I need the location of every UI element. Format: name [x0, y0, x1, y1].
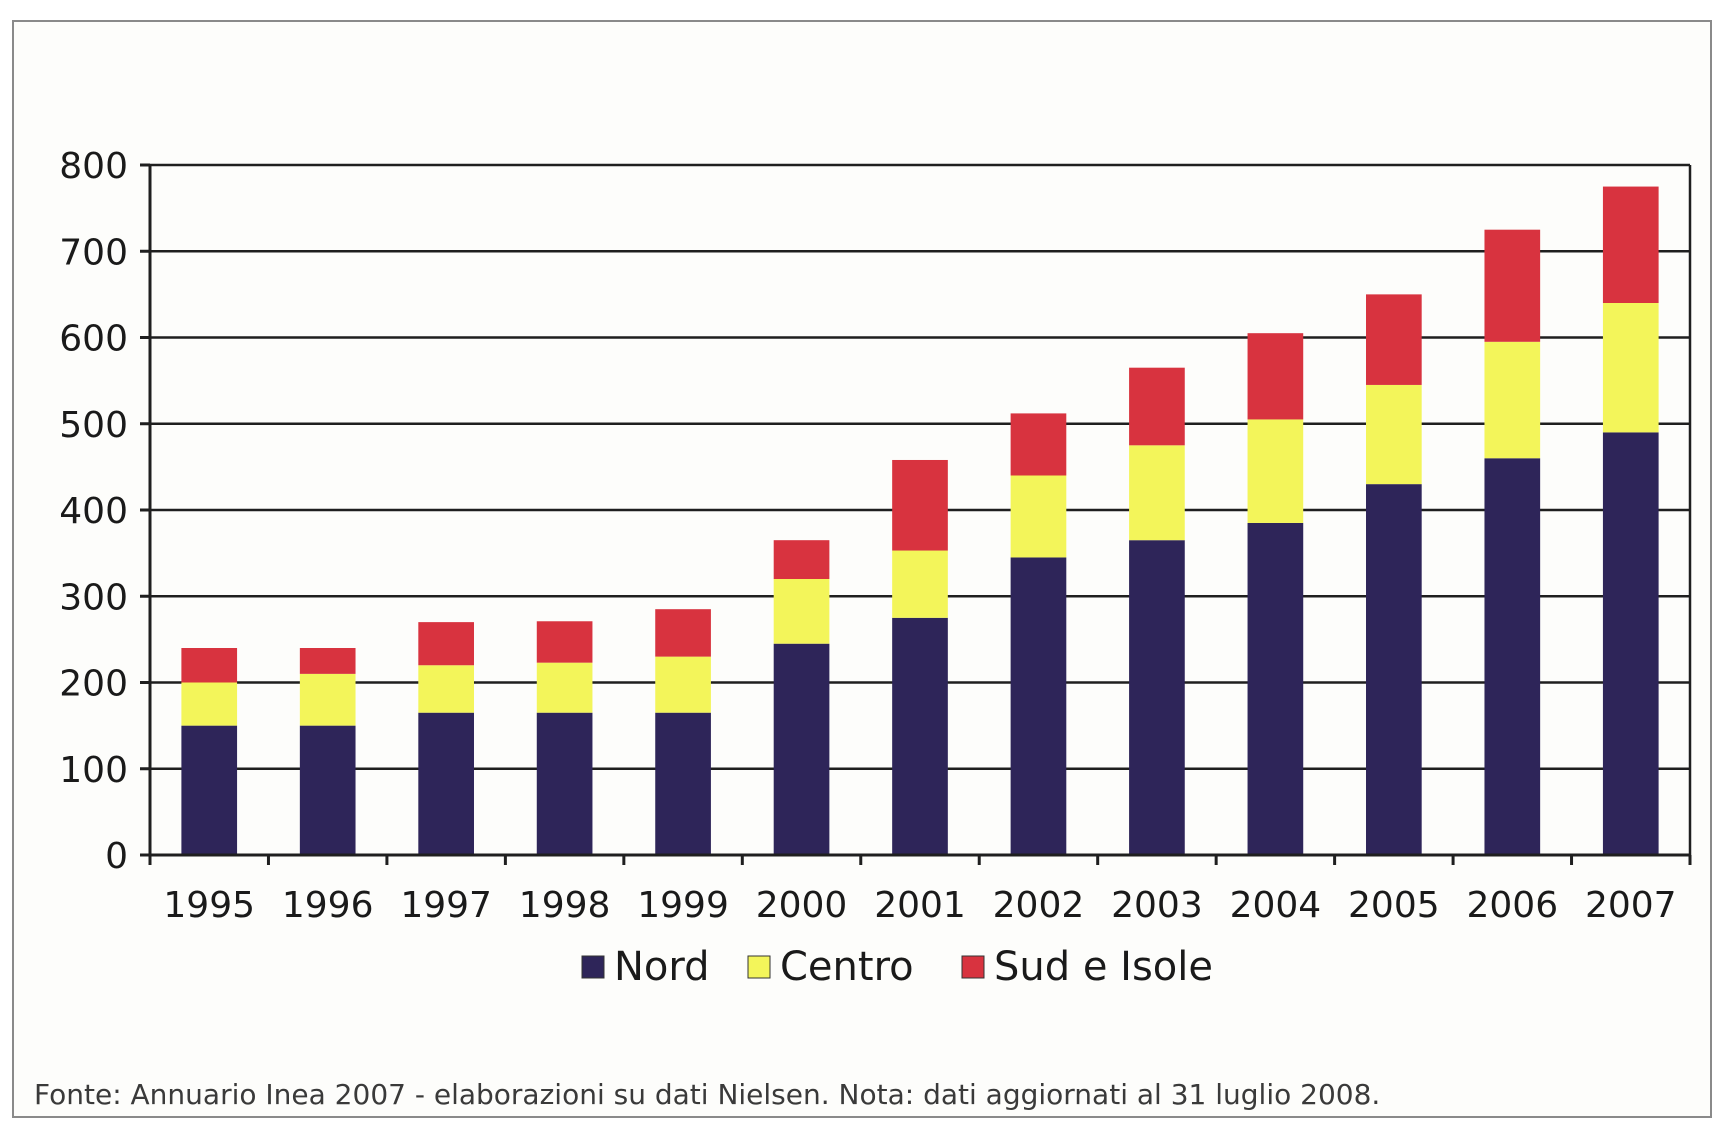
legend-swatch-nord: [581, 955, 605, 979]
axes: [140, 163, 1692, 865]
bar-nord-1998: [536, 712, 593, 855]
bar-centro-1998: [536, 662, 593, 713]
bar-centro-2004: [1247, 419, 1304, 523]
bar-nord-1996: [299, 725, 356, 855]
y-tick-label: 400: [59, 491, 128, 532]
bar-sud-e-isole-2000: [773, 540, 830, 579]
x-tick-label: 1997: [400, 885, 492, 926]
bar-sud-e-isole-2006: [1484, 229, 1541, 342]
legend: Nord Centro Sud e Isole: [581, 944, 1213, 990]
y-tick-label: 300: [59, 577, 128, 618]
legend-swatch-sud-e-isole: [961, 955, 985, 979]
y-tick-labels: 0 100 200 300 400 500 600 700 800: [59, 146, 128, 877]
bar-centro-1996: [299, 673, 356, 726]
y-tick-label: 0: [105, 836, 128, 877]
y-tick-label: 200: [59, 664, 128, 705]
bar-nord-1999: [655, 712, 711, 855]
bar-nord-2003: [1129, 540, 1185, 855]
x-tick-label: 2006: [1466, 885, 1558, 926]
x-tick-label: 2001: [874, 885, 966, 926]
y-tick-label: 800: [59, 146, 128, 187]
bar-nord-2004: [1247, 522, 1304, 855]
gridlines: [150, 163, 1690, 770]
bar-sud-e-isole-2004: [1247, 333, 1304, 420]
legend-label-nord: Nord: [614, 944, 710, 990]
bar-sud-e-isole-1995: [181, 648, 238, 683]
bar-centro-2001: [892, 550, 948, 618]
bar-centro-2005: [1366, 384, 1422, 485]
x-tick-label: 2005: [1348, 885, 1440, 926]
bar-centro-2003: [1129, 445, 1185, 541]
y-tick-label: 100: [59, 750, 128, 791]
bar-centro-1997: [418, 665, 474, 713]
x-tick-label: 2004: [1230, 885, 1322, 926]
bar-sud-e-isole-1996: [299, 648, 356, 674]
source-note: Fonte: Annuario Inea 2007 - elaborazioni…: [34, 1078, 1381, 1111]
bar-nord-2001: [892, 617, 948, 855]
legend-label-sud-e-isole: Sud e Isole: [994, 944, 1213, 990]
bar-centro-2000: [773, 579, 830, 644]
bar-sud-e-isole-2007: [1602, 186, 1659, 303]
bar-centro-2002: [1010, 475, 1067, 558]
legend-swatch-centro: [747, 955, 771, 979]
x-tick-label: 1998: [519, 885, 611, 926]
x-tick-label: 1996: [282, 885, 374, 926]
y-tick-label: 700: [59, 232, 128, 273]
bar-nord-1997: [418, 712, 474, 855]
bar-centro-2006: [1484, 341, 1541, 459]
bar-sud-e-isole-1997: [418, 622, 474, 666]
y-tick-label: 600: [59, 319, 128, 360]
x-tick-label: 1995: [163, 885, 255, 926]
bar-nord-2000: [773, 643, 830, 855]
x-tick-label: 2003: [1111, 885, 1203, 926]
bar-sud-e-isole-1999: [655, 609, 711, 657]
bar-nord-2007: [1602, 432, 1659, 855]
x-tick-label: 2002: [993, 885, 1085, 926]
y-tick-label: 500: [59, 405, 128, 446]
bar-centro-2007: [1602, 303, 1659, 433]
bar-sud-e-isole-1998: [536, 621, 593, 663]
bar-nord-2006: [1484, 458, 1541, 855]
bar-sud-e-isole-2005: [1366, 294, 1422, 385]
bars: [181, 186, 1659, 855]
bar-nord-2002: [1010, 557, 1067, 855]
x-tick-label: 2007: [1585, 885, 1677, 926]
bar-sud-e-isole-2003: [1129, 367, 1185, 446]
x-tick-label: 2000: [756, 885, 848, 926]
bar-nord-2005: [1366, 484, 1422, 855]
bar-centro-1995: [181, 682, 238, 726]
bar-sud-e-isole-2002: [1010, 413, 1067, 476]
legend-label-centro: Centro: [780, 944, 914, 990]
bar-centro-1999: [655, 656, 711, 713]
bar-sud-e-isole-2001: [892, 459, 948, 551]
bar-nord-1995: [181, 725, 238, 855]
chart-frame: [12, 20, 1712, 1118]
x-tick-label: 1999: [637, 885, 729, 926]
x-tick-labels: 1995 1996 1997 1998 1999 2000 2001 2002 2003 2004…: [163, 885, 1676, 926]
